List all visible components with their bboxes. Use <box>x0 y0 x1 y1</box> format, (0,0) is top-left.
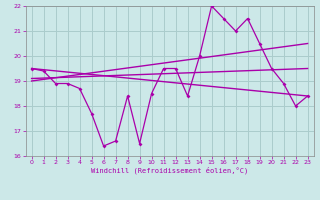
X-axis label: Windchill (Refroidissement éolien,°C): Windchill (Refroidissement éolien,°C) <box>91 167 248 174</box>
